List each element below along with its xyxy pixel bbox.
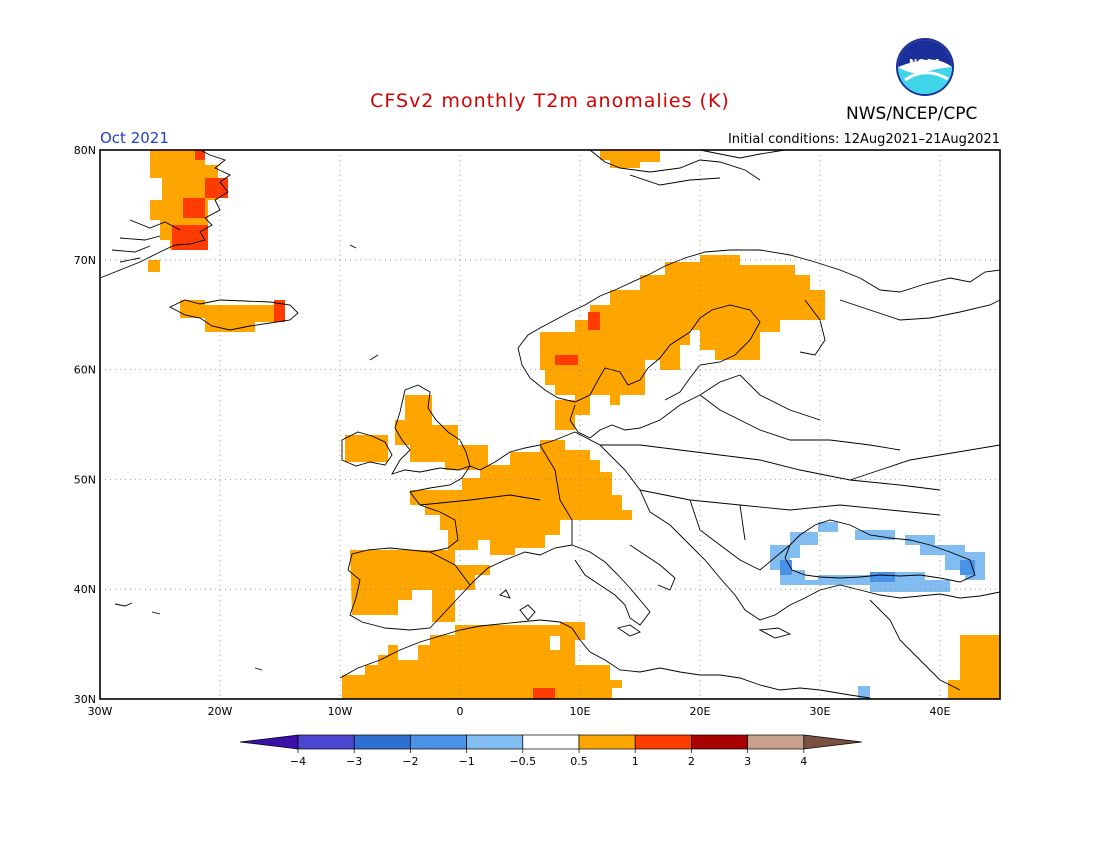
- anomaly-warm-region: [350, 550, 490, 622]
- anomaly-warm-region: [180, 300, 285, 332]
- svg-text:NOAA: NOAA: [909, 58, 941, 69]
- anomaly-warm-region: [948, 635, 1000, 699]
- colorbar-swatch: [410, 734, 467, 750]
- anomaly-warm-region: [555, 400, 590, 430]
- lat-label: 40N: [74, 583, 96, 596]
- colorbar-label: 2: [688, 755, 695, 768]
- colorbar-swatch: [691, 734, 748, 750]
- anomaly-warm-region: [540, 255, 825, 405]
- anomaly-hot-region: [195, 150, 205, 160]
- colorbar-label: −3: [346, 755, 362, 768]
- map-gridlines: [100, 150, 1000, 699]
- coastlines: [99, 149, 1001, 699]
- lon-label: 10E: [570, 705, 591, 718]
- colorbar-label: 0.5: [570, 755, 588, 768]
- lat-label: 50N: [74, 473, 96, 486]
- anomaly-neutral-region: [550, 636, 560, 650]
- colorbar-swatch: [239, 734, 299, 750]
- anomaly-warm-region: [600, 150, 660, 168]
- map-border: [99, 149, 1001, 700]
- anomaly-field: [148, 150, 1000, 699]
- colorbar-label: 3: [744, 755, 751, 768]
- anomaly-hot-region: [555, 355, 578, 365]
- agency-label: NWS/NCEP/CPC: [846, 104, 978, 124]
- lon-label: 40E: [930, 705, 951, 718]
- colorbar-label: −1: [458, 755, 474, 768]
- anomaly-cool-region: [858, 686, 870, 699]
- lat-label: 80N: [74, 144, 96, 157]
- colorbar-swatch: [803, 734, 862, 750]
- colorbar-label: 1: [632, 755, 639, 768]
- anomaly-neutral-region: [650, 345, 690, 360]
- forecast-month: Oct 2021: [100, 129, 169, 147]
- anomaly-hot-region: [274, 300, 285, 322]
- initial-conditions: Initial conditions: 12Aug2021–21Aug2021: [727, 132, 1000, 147]
- colorbar-swatch: [578, 734, 636, 750]
- anomaly-cold-region: [870, 572, 895, 582]
- anomaly-neutral-region: [455, 555, 470, 565]
- colorbar: −4 −3 −2 −1 −0.5 0.5 1 2 3 4: [239, 734, 862, 768]
- colorbar-swatch: [747, 734, 805, 750]
- lat-label: 30N: [74, 693, 96, 706]
- longitude-labels: 30W 20W 10W 0 10E 20E 30E 40E: [88, 705, 951, 718]
- anomaly-cool-region: [855, 530, 895, 540]
- lon-label: 0: [457, 705, 464, 718]
- anomaly-hot-region: [588, 312, 600, 330]
- anomaly-warm-region: [410, 440, 632, 555]
- colorbar-swatch: [353, 734, 411, 750]
- lon-label: 20E: [690, 705, 711, 718]
- colorbar-swatch: [634, 734, 692, 750]
- anomaly-neutral-region: [478, 540, 490, 555]
- colorbar-swatch: [297, 734, 355, 750]
- anomaly-hot-region: [172, 225, 208, 250]
- latitude-labels: 80N 70N 60N 50N 40N 30N: [74, 144, 96, 706]
- anomaly-cool-region: [818, 522, 838, 532]
- lat-label: 60N: [74, 364, 96, 377]
- anomaly-hot-region: [183, 198, 205, 218]
- lon-label: 10W: [328, 705, 353, 718]
- lon-label: 20W: [208, 705, 233, 718]
- anomaly-hot-region: [533, 688, 555, 699]
- lon-label: 30W: [88, 705, 113, 718]
- noaa-logo-icon: NOAA: [896, 38, 954, 96]
- colorbar-label: −4: [290, 755, 306, 768]
- lon-label: 30E: [810, 705, 831, 718]
- anomaly-cool-region: [770, 532, 950, 592]
- anomaly-warm-region: [395, 395, 488, 470]
- anomaly-neutral-region: [408, 645, 418, 660]
- anomaly-cold-region: [780, 560, 792, 575]
- colorbar-label: 4: [800, 755, 807, 768]
- map-title: CFSv2 monthly T2m anomalies (K): [370, 90, 730, 112]
- colorbar-label: −0.5: [509, 755, 536, 768]
- anomaly-hot-region: [205, 178, 228, 198]
- anomaly-warm-region: [148, 260, 160, 272]
- anomaly-warm-region: [345, 435, 388, 462]
- lat-label: 70N: [74, 254, 96, 267]
- colorbar-label: −2: [402, 755, 418, 768]
- colorbar-swatch: [522, 734, 580, 750]
- map-frame: [100, 150, 1000, 699]
- colorbar-swatch: [466, 734, 524, 750]
